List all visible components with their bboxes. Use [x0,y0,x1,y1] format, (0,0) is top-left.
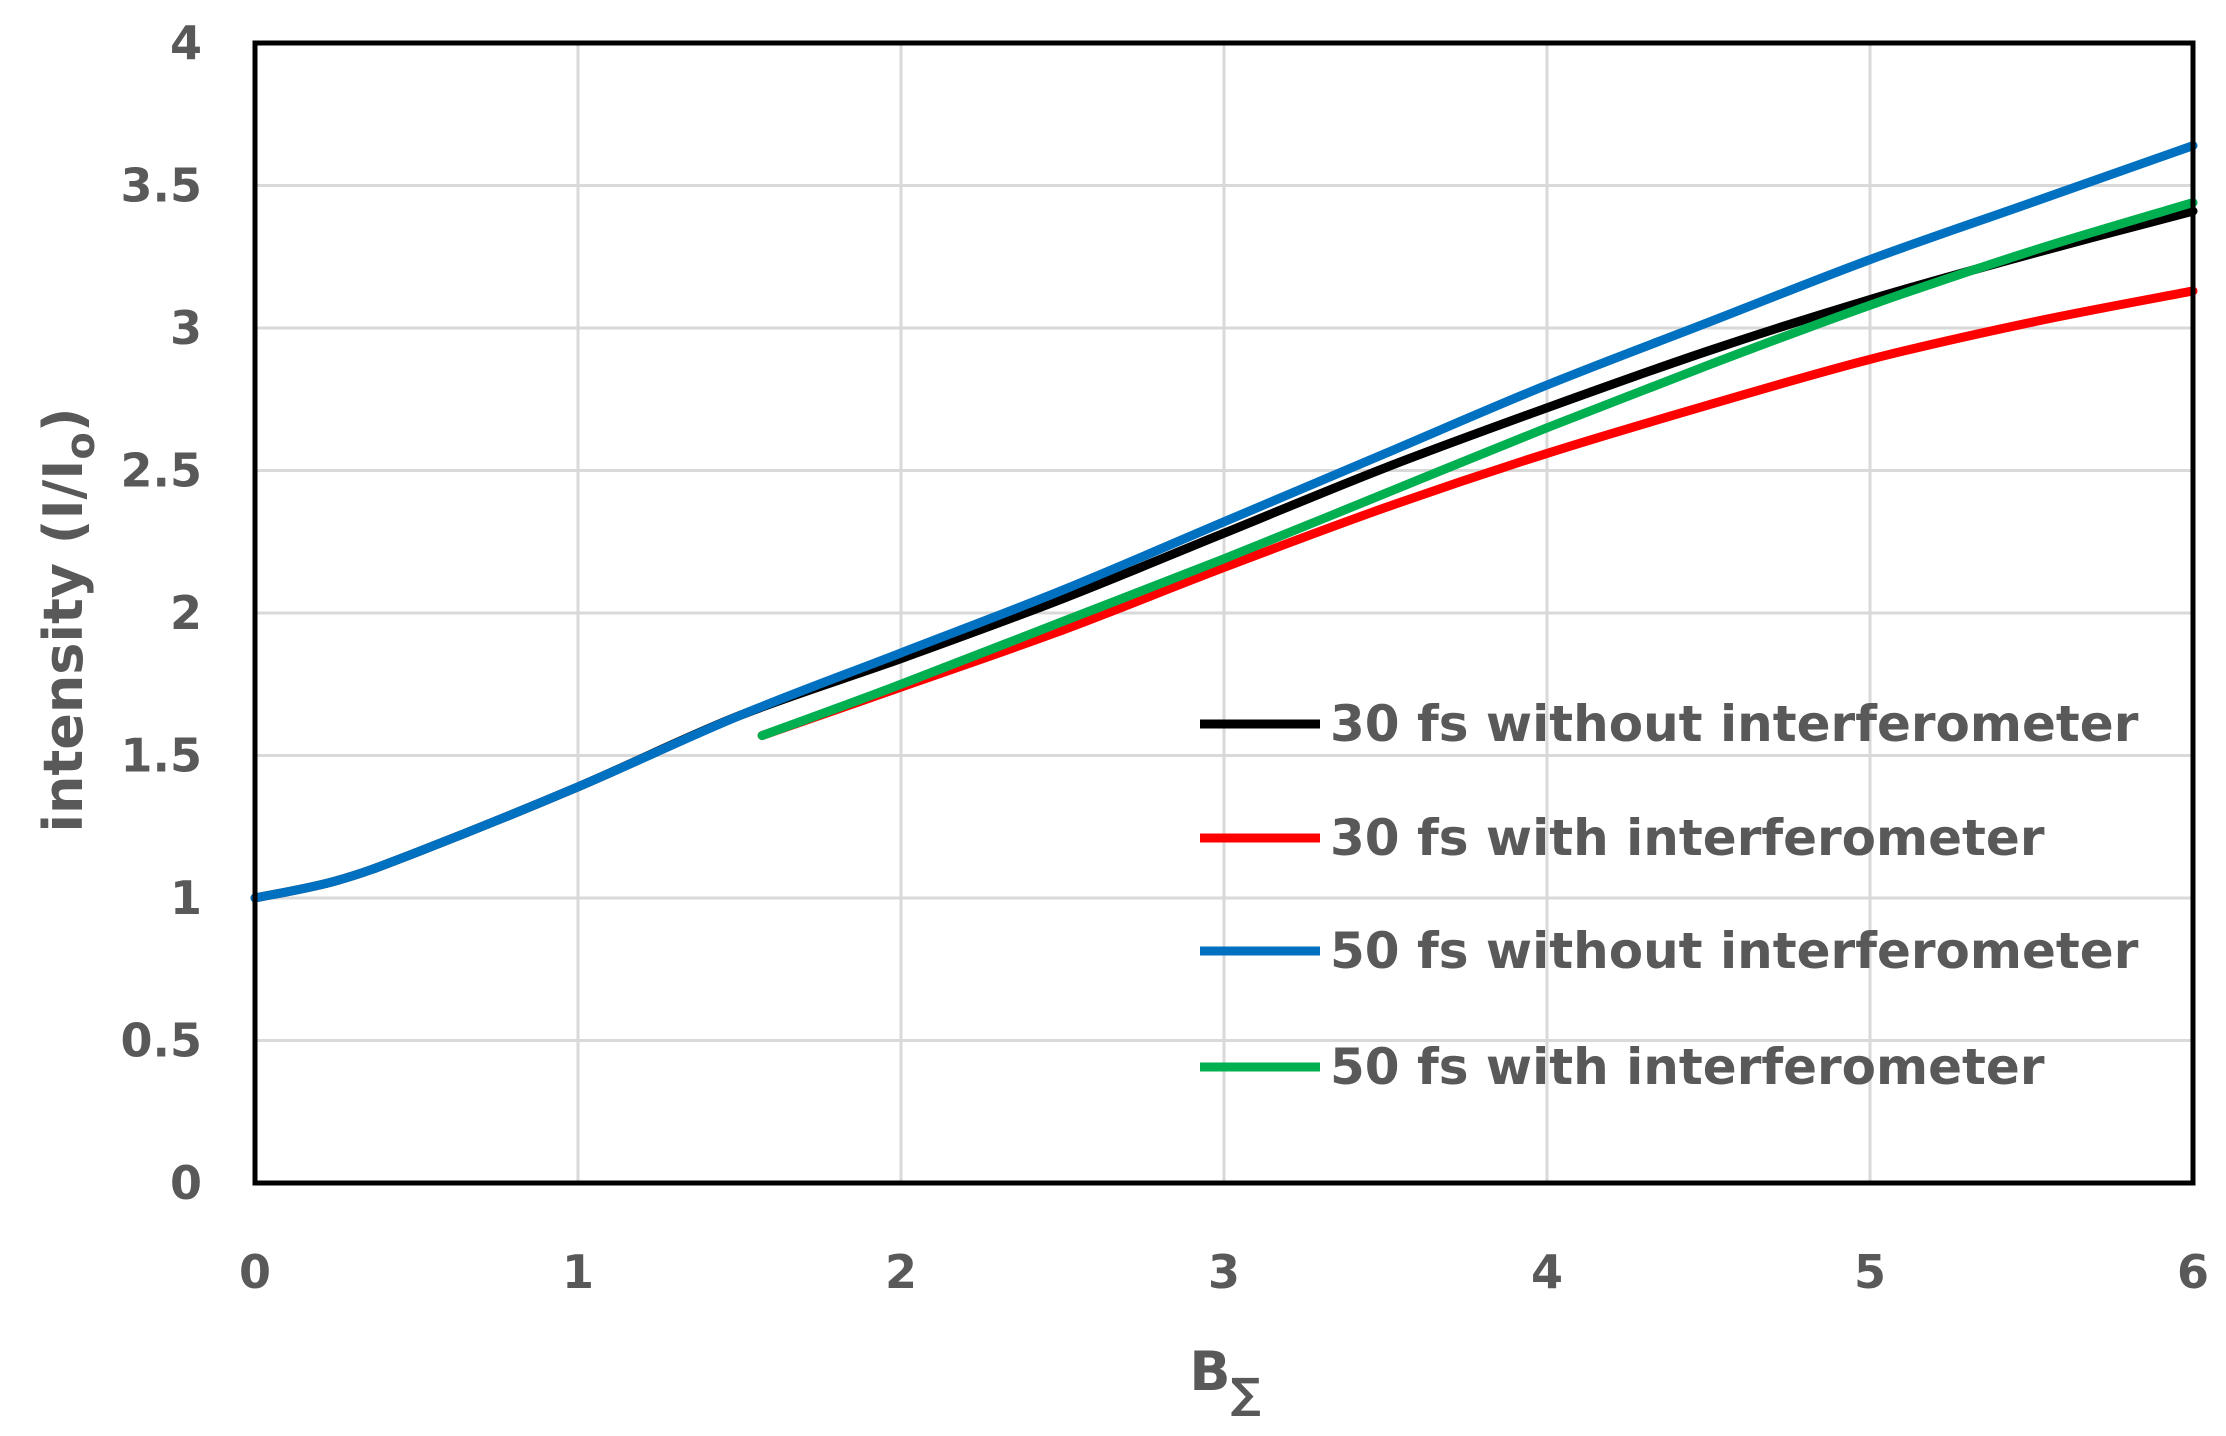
y-tick-label: 0.5 [121,1014,203,1068]
x-tick-label: 0 [239,1245,271,1299]
x-tick-label: 1 [562,1245,594,1299]
y-tick-label: 2.5 [121,444,203,498]
y-tick-labels: 0 0.5 1 1.5 2 2.5 3 3.5 4 [121,16,203,1210]
legend-entry-label: 50 fs without interferometer [1330,922,2139,980]
series-line-50-fs-without-interferometer [250,141,2198,903]
legend-entry-label: 30 fs with interferometer [1330,809,2045,867]
y-axis-label-main: intensity (I/I [32,460,95,833]
legend-entry-label: 30 fs without interferometer [1330,695,2139,753]
y-tick-label: 4 [170,16,202,70]
y-tick-label: 3 [170,301,202,355]
y-tick-label: 0 [170,1156,202,1210]
legend: 30 fs without interferometer 30 fs with i… [1200,695,2139,1096]
grid-lines [253,41,2195,1185]
x-axis-label: B∑ [1189,1340,1260,1418]
plot-area-frame [252,40,2196,1186]
y-axis-label-subscript: o [58,432,104,459]
x-tick-label: 6 [2177,1245,2209,1299]
x-tick-label: 4 [1531,1245,1563,1299]
series-lines [250,141,2198,903]
y-tick-label: 2 [170,586,202,640]
x-tick-labels: 0 1 2 3 4 5 6 [239,1245,2209,1299]
y-tick-label: 1.5 [121,729,203,783]
y-axis-label-end: ) [32,407,95,432]
x-tick-label: 2 [885,1245,917,1299]
y-tick-label: 1 [170,871,202,925]
x-tick-label: 5 [1854,1245,1886,1299]
y-axis-label: intensity (I/Io) [32,407,104,832]
x-axis-label-main: B [1189,1340,1230,1403]
y-tick-label: 3.5 [121,159,203,213]
x-tick-label: 3 [1208,1245,1240,1299]
legend-entry-label: 50 fs with interferometer [1330,1038,2045,1096]
x-axis-label-subscript: ∑ [1231,1369,1261,1418]
series-line-30-fs-with-interferometer [757,286,2198,741]
series-line-50-fs-with-interferometer [757,198,2198,741]
